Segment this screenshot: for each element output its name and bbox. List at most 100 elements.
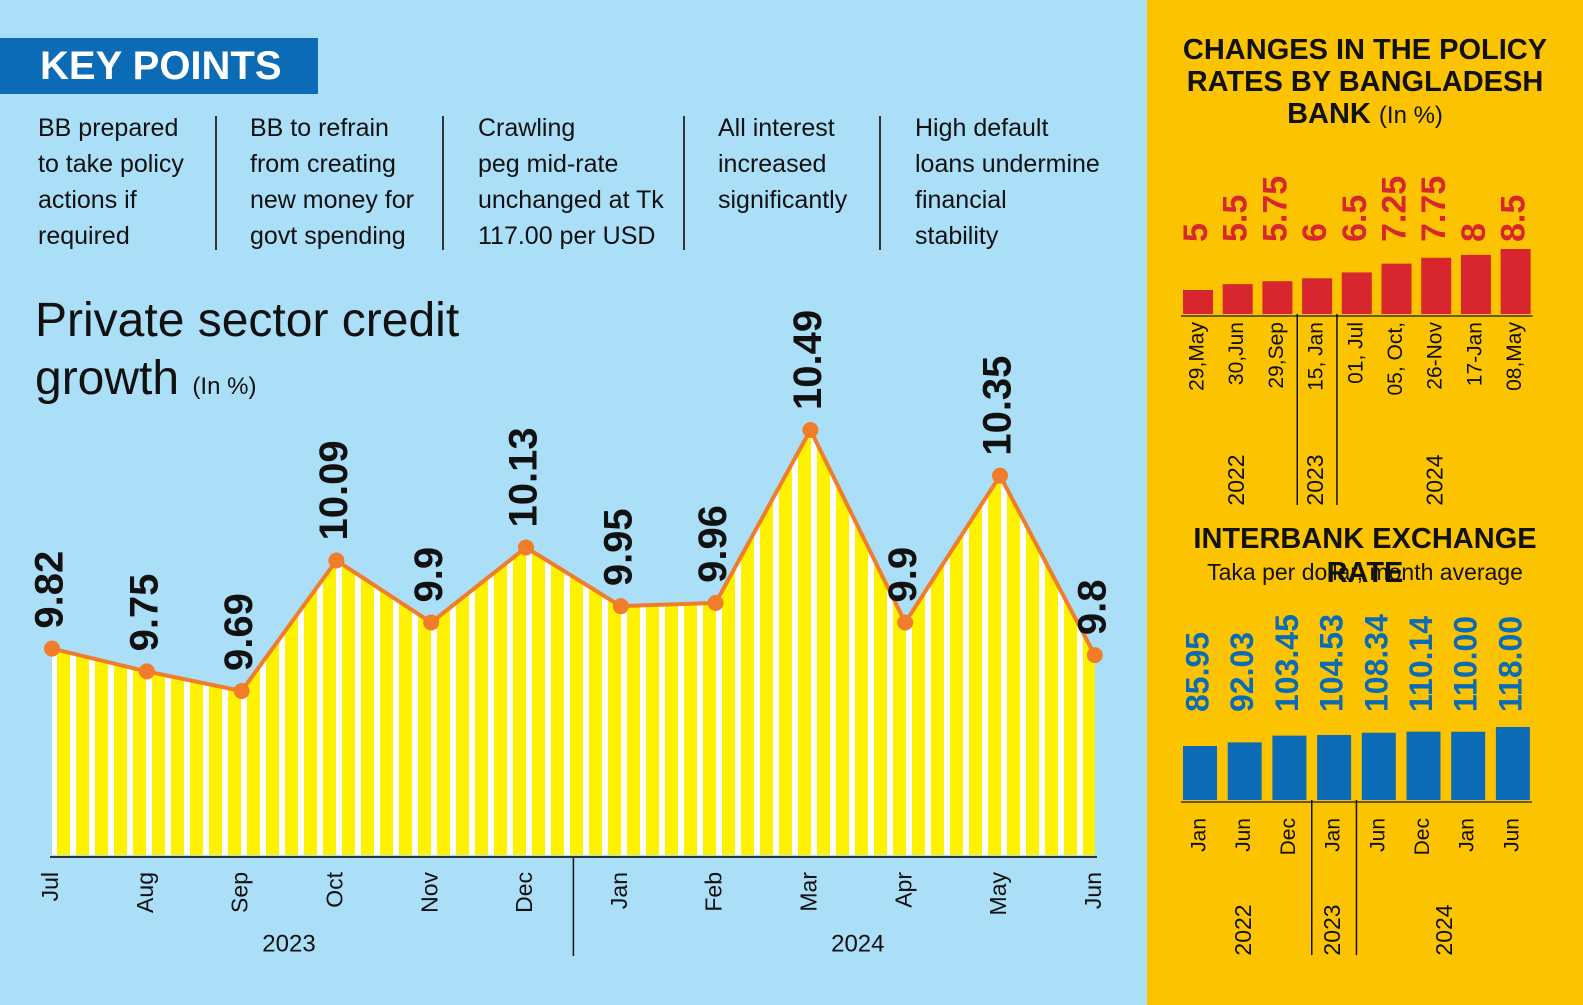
marker <box>423 614 440 631</box>
key-point-line: govt spending <box>250 222 406 250</box>
year-label: 2024 <box>1431 904 1457 955</box>
year-label: 2024 <box>831 930 884 957</box>
x-tick-label: Aug <box>132 872 158 913</box>
marker <box>138 663 155 680</box>
data-label: 9.96 <box>691 505 735 583</box>
data-label: 9.95 <box>596 508 640 586</box>
x-tick-label: Jun <box>1366 818 1389 852</box>
data-label: 118.00 <box>1492 616 1528 712</box>
data-label: 9.9 <box>407 547 451 603</box>
year-label: 2024 <box>1421 454 1447 505</box>
bar <box>1451 731 1486 800</box>
x-tick-label: 08,May <box>1503 322 1526 391</box>
x-tick-label: 26-Nov <box>1424 322 1447 390</box>
year-label: 2022 <box>1230 904 1256 955</box>
key-point-line: actions if <box>38 186 137 214</box>
data-label: 6.5 <box>1336 195 1374 242</box>
key-point-line: 117.00 per USD <box>478 222 656 250</box>
marker <box>992 467 1008 484</box>
x-tick-label: Oct <box>321 871 347 907</box>
x-tick-label: Dec <box>1411 818 1434 855</box>
bar <box>1222 284 1253 314</box>
data-label: 10.09 <box>312 440 356 540</box>
chart-title: INTERBANK EXCHANGE RATE <box>1193 523 1537 589</box>
x-tick-label: 29,May <box>1186 322 1209 391</box>
bar <box>1317 734 1352 800</box>
key-point-line: peg mid-rate <box>478 150 619 178</box>
data-label: 104.53 <box>1314 614 1350 712</box>
data-label: 9.69 <box>217 593 261 671</box>
key-point-line: loans undermine <box>915 150 1100 178</box>
key-point: BB prepared to take policy actions if requi… <box>38 110 184 254</box>
bar <box>1421 257 1452 314</box>
x-tick-label: May <box>985 872 1011 916</box>
data-label: 9.75 <box>122 574 166 652</box>
bar <box>1406 731 1441 800</box>
key-point-line: Crawling <box>478 114 576 142</box>
data-label: 10.35 <box>976 356 1020 456</box>
chart-subtitle: (In %) <box>192 373 257 400</box>
divider <box>879 116 881 250</box>
x-tick-label: Sep <box>227 872 253 913</box>
marker <box>328 552 345 569</box>
data-label: 8.5 <box>1495 195 1533 242</box>
year-label: 2023 <box>1302 454 1328 505</box>
marker <box>518 539 534 556</box>
chart-title: CHANGES IN THE POLICY RATES BY BANGLADES… <box>1182 34 1548 130</box>
key-points-title: KEY POINTS <box>0 38 318 94</box>
area-fill <box>52 430 1095 855</box>
key-point-line: required <box>38 222 130 250</box>
data-label: 7.75 <box>1415 176 1453 242</box>
year-label: 2023 <box>262 930 315 957</box>
data-label: 92.03 <box>1224 632 1260 712</box>
x-tick-label: Mar <box>795 872 821 912</box>
bar <box>1227 742 1262 800</box>
key-point: All interest increased significantly <box>718 110 847 218</box>
data-label: 7.25 <box>1375 176 1413 242</box>
x-tick-label: Jan <box>606 872 632 909</box>
bar <box>1495 727 1530 800</box>
key-point-line: BB to refrain <box>250 114 389 142</box>
x-tick-label: Dec <box>511 872 537 913</box>
x-tick-label: Jan <box>1322 818 1345 852</box>
divider <box>442 116 444 250</box>
x-tick-label: Jan <box>1188 818 1211 852</box>
data-label: 9.8 <box>1070 580 1114 636</box>
key-point-line: High default <box>915 114 1049 142</box>
x-tick-label: Jul <box>37 872 63 901</box>
x-tick-label: 15, Jan <box>1305 322 1328 391</box>
marker <box>897 614 914 631</box>
chart-subtitle: Taka per dollar, month average <box>1207 559 1523 585</box>
key-point-line: increased <box>718 150 827 178</box>
x-tick-label: Jun <box>1080 872 1106 909</box>
x-tick-label: 17-Jan <box>1463 322 1486 386</box>
chart-title: Private sector credit growth <box>35 294 460 405</box>
chart-subtitle: (In %) <box>1378 102 1443 129</box>
x-tick-label: Nov <box>416 872 442 913</box>
chart-title-block: CHANGES IN THE POLICY RATES BY BANGLADES… <box>1160 34 1570 132</box>
x-tick-label: Jun <box>1500 818 1523 852</box>
data-label: 9.82 <box>28 551 72 629</box>
data-label: 6 <box>1296 223 1334 242</box>
bar <box>1183 746 1217 800</box>
key-point: High default loans undermine financial stab… <box>915 110 1100 254</box>
key-point: Crawling peg mid-rate unchanged at Tk 117.0… <box>478 110 664 254</box>
bar <box>1500 249 1531 314</box>
x-tick-label: Dec <box>1277 818 1300 855</box>
x-tick-label: Apr <box>890 872 916 908</box>
data-label: 110.14 <box>1403 616 1439 712</box>
key-point: BB to refrain from creating new money for g… <box>250 110 414 254</box>
key-point-line: financial <box>915 186 1007 214</box>
year-label: 2023 <box>1319 904 1345 955</box>
year-label: 2022 <box>1223 454 1249 505</box>
divider <box>215 116 217 250</box>
marker <box>802 422 819 438</box>
data-label: 10.13 <box>502 427 546 527</box>
side-panel <box>1147 0 1583 1005</box>
key-point-line: to take policy <box>38 150 184 178</box>
key-point-line: stability <box>915 222 999 250</box>
key-point-line: significantly <box>718 186 848 214</box>
key-point-line: All interest <box>718 114 835 142</box>
